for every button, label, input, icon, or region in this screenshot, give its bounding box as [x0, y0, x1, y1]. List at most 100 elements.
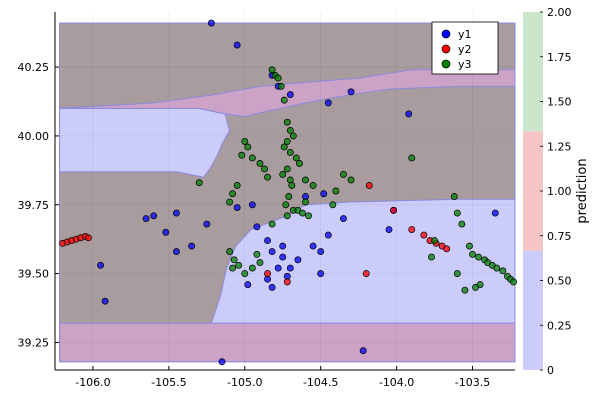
point-y3-27	[264, 173, 271, 181]
point-y3-10	[286, 148, 294, 156]
point-y3-12	[295, 160, 303, 167]
point-y3-64	[253, 250, 261, 258]
point-y3-58	[431, 237, 438, 245]
point-y1-9	[150, 212, 158, 220]
y-tick-label-4: 40.25	[18, 61, 50, 74]
point-y1-8	[142, 215, 150, 222]
point-y3-34	[299, 209, 306, 217]
point-y3-32	[302, 198, 309, 206]
point-y3-31	[195, 179, 203, 187]
point-y3-71	[428, 253, 435, 261]
colorbar-band-0	[523, 250, 543, 370]
colorbar-tick-label-7: 1.75	[547, 51, 572, 64]
point-y1-1	[233, 41, 241, 49]
point-y3-16	[288, 182, 296, 189]
colorbar: 0 0.25 0.50 0.75 1.00 1.25 1.50 1.75 2.00 predict…	[523, 6, 590, 377]
point-y1-0	[207, 19, 215, 27]
x-tick-label-0: -106.0	[75, 376, 110, 389]
point-y3-44	[469, 250, 476, 258]
point-y1-27	[101, 297, 109, 305]
point-y3-66	[229, 264, 237, 272]
point-y3-18	[282, 201, 290, 209]
point-y3-65	[256, 259, 264, 267]
legend-marker-y1	[441, 29, 451, 39]
point-y1-5	[324, 99, 332, 107]
legend-label-y2: y2	[458, 43, 472, 56]
colorbar-band-2	[523, 12, 543, 132]
scatter-points	[59, 19, 517, 366]
point-y2-13	[443, 245, 451, 253]
point-y3-29	[229, 190, 237, 198]
point-y3-62	[241, 270, 249, 278]
point-y3-35	[305, 212, 312, 220]
point-y3-3	[277, 82, 285, 90]
point-y1-37	[279, 242, 287, 250]
point-y1-23	[339, 215, 347, 222]
colorbar-tick-label-8: 2.00	[547, 6, 572, 19]
point-y3-50	[499, 267, 507, 275]
point-y3-4	[280, 96, 288, 104]
point-y1-22	[324, 231, 332, 239]
point-y3-67	[302, 176, 309, 184]
point-y3-53	[510, 278, 517, 286]
colorbar-tick-label-5: 1.25	[547, 140, 572, 153]
point-y1-20	[309, 242, 317, 250]
point-y3-59	[226, 248, 234, 256]
point-y3-22	[244, 143, 252, 151]
point-y3-8	[283, 137, 291, 145]
colorbar-tick-label-3: 0.75	[547, 230, 572, 243]
colorbar-label: prediction	[575, 158, 590, 223]
point-y1-25	[491, 209, 499, 217]
point-y3-14	[279, 171, 287, 178]
point-y3-21	[241, 137, 249, 145]
point-y2-15	[283, 278, 291, 286]
point-y3-9	[280, 143, 288, 151]
point-y3-43	[466, 242, 473, 250]
legend-marker-y3	[441, 59, 451, 69]
point-y3-60	[230, 256, 238, 264]
point-y1-19	[294, 256, 302, 264]
y-tick-label-1: 39.50	[18, 268, 50, 281]
point-y3-13	[283, 165, 291, 173]
point-y3-11	[292, 154, 300, 162]
point-y1-21	[317, 248, 325, 256]
point-y3-55	[472, 283, 479, 291]
point-y3-17	[285, 193, 293, 200]
point-y1-32	[268, 283, 276, 291]
point-y2-9	[420, 231, 428, 239]
point-y3-49	[493, 264, 501, 272]
point-y1-35	[317, 270, 325, 278]
point-y3-2	[274, 74, 282, 82]
colorbar-tick-label-1: 0.25	[547, 319, 572, 332]
colorbar-tick-label-2: 0.50	[547, 275, 572, 288]
point-y1-6	[347, 88, 355, 96]
point-y3-70	[309, 182, 317, 189]
point-y2-6	[84, 234, 92, 242]
point-y3-37	[347, 176, 355, 184]
point-y3-25	[256, 160, 264, 167]
point-y3-57	[453, 270, 461, 278]
point-y3-38	[329, 201, 337, 209]
point-y1-7	[405, 110, 413, 118]
point-y3-61	[235, 261, 243, 269]
x-tick-label-2: -105.0	[227, 376, 262, 389]
point-y3-6	[286, 126, 294, 134]
point-y1-39	[218, 358, 226, 366]
point-y1-40	[359, 347, 367, 355]
point-y1-14	[253, 223, 261, 231]
point-y1-33	[274, 264, 282, 272]
point-y2-17	[408, 226, 416, 234]
point-y3-40	[450, 193, 458, 200]
legend: y1 y2 y3	[431, 21, 499, 75]
point-y3-28	[233, 182, 241, 189]
point-y3-39	[408, 154, 416, 162]
point-y1-42	[320, 190, 328, 198]
point-y1-26	[97, 261, 104, 269]
legend-label-y3: y3	[458, 58, 472, 71]
point-y1-13	[248, 201, 256, 209]
point-y1-17	[279, 253, 287, 261]
point-y2-8	[390, 206, 397, 214]
x-tick-label-3: -104.5	[303, 376, 338, 389]
point-y1-38	[244, 281, 252, 289]
